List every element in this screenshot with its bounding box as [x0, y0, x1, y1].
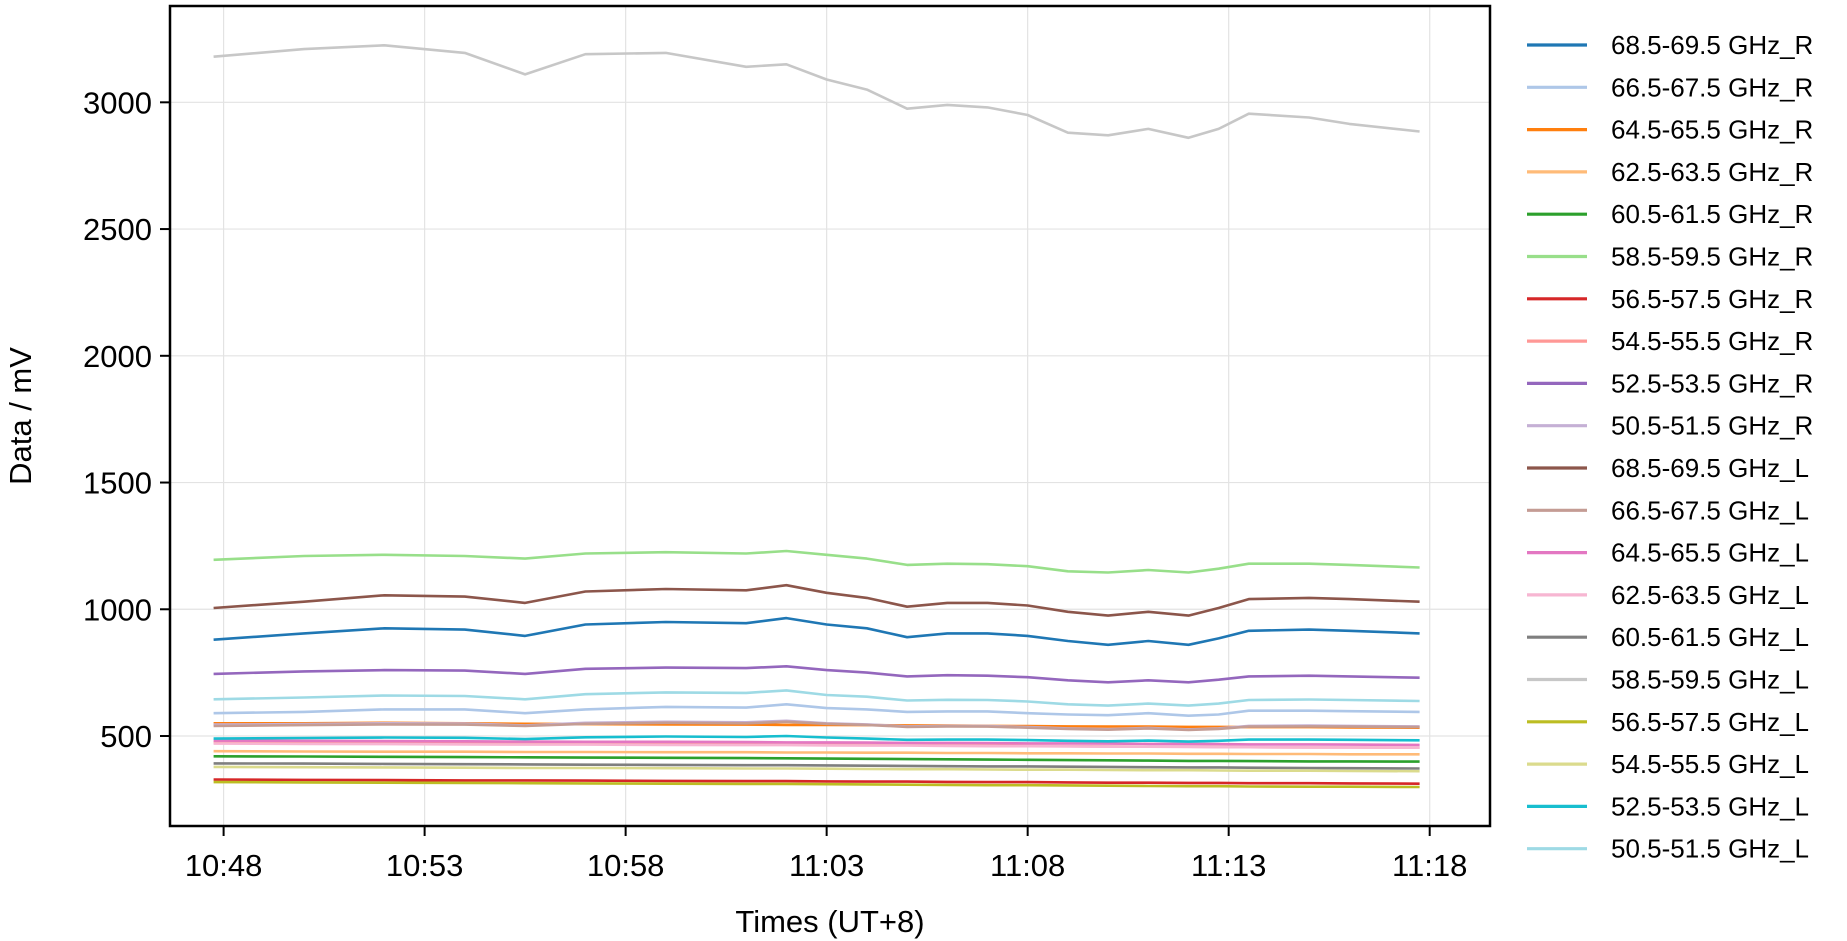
legend-label: 62.5-63.5 GHz_L	[1611, 580, 1809, 610]
legend: 68.5-69.5 GHz_R 66.5-67.5 GHz_R 64.5-65.5 …	[1527, 30, 1813, 864]
series-line	[213, 689, 1420, 707]
legend-label: 52.5-53.5 GHz_R	[1611, 368, 1813, 398]
series-line	[213, 664, 1420, 684]
x-tick-label: 10:53	[386, 848, 464, 883]
x-tick-label: 11:08	[990, 848, 1065, 883]
legend-label: 58.5-59.5 GHz_L	[1611, 665, 1809, 695]
series-line	[213, 734, 1420, 743]
legend-item: 68.5-69.5 GHz_L	[1527, 453, 1809, 483]
legend-label: 52.5-53.5 GHz_L	[1611, 791, 1809, 821]
series-lines	[213, 43, 1420, 789]
legend-label: 56.5-57.5 GHz_R	[1611, 284, 1813, 314]
legend-item: 60.5-61.5 GHz_L	[1527, 622, 1809, 652]
y-tick-label: 2500	[83, 212, 152, 247]
legend-item: 68.5-69.5 GHz_R	[1527, 30, 1813, 60]
legend-label: 58.5-59.5 GHz_R	[1611, 242, 1813, 272]
series-line	[213, 780, 1420, 789]
series-line	[213, 754, 1420, 763]
x-axis: 10:48 10:53 10:58 11:03 11:08 11:13 11:18	[185, 826, 1467, 883]
grid	[170, 6, 1490, 826]
y-tick-label: 3000	[83, 85, 152, 120]
legend-item: 66.5-67.5 GHz_R	[1527, 72, 1813, 102]
legend-item: 62.5-63.5 GHz_R	[1527, 157, 1813, 187]
legend-label: 62.5-63.5 GHz_R	[1611, 157, 1813, 187]
legend-label: 50.5-51.5 GHz_L	[1611, 834, 1809, 864]
y-tick-label: 500	[100, 719, 152, 754]
legend-item: 58.5-59.5 GHz_L	[1527, 665, 1809, 695]
legend-item: 64.5-65.5 GHz_R	[1527, 115, 1813, 145]
legend-label: 68.5-69.5 GHz_R	[1611, 30, 1813, 60]
legend-item: 66.5-67.5 GHz_L	[1527, 495, 1809, 525]
series-line	[213, 749, 1420, 756]
y-axis-label: Data / mV	[3, 347, 38, 485]
series-line	[213, 742, 1420, 750]
x-tick-label: 11:18	[1392, 848, 1467, 883]
legend-item: 56.5-57.5 GHz_L	[1527, 707, 1809, 737]
legend-label: 68.5-69.5 GHz_L	[1611, 453, 1809, 483]
legend-item: 56.5-57.5 GHz_R	[1527, 284, 1813, 314]
legend-item: 64.5-65.5 GHz_L	[1527, 538, 1809, 568]
legend-label: 60.5-61.5 GHz_L	[1611, 622, 1809, 652]
x-tick-label: 10:48	[185, 848, 263, 883]
x-tick-label: 10:58	[587, 848, 665, 883]
x-tick-label: 11:13	[1191, 848, 1266, 883]
legend-label: 66.5-67.5 GHz_L	[1611, 495, 1809, 525]
series-line	[213, 702, 1420, 718]
y-tick-label: 1500	[83, 466, 152, 501]
x-tick-label: 11:03	[789, 848, 864, 883]
legend-item: 62.5-63.5 GHz_L	[1527, 580, 1809, 610]
legend-item: 50.5-51.5 GHz_L	[1527, 834, 1809, 864]
series-line	[213, 549, 1420, 574]
series-line	[213, 739, 1420, 747]
legend-label: 60.5-61.5 GHz_R	[1611, 199, 1813, 229]
x-axis-label: Times (UT+8)	[735, 904, 924, 939]
series-line	[213, 720, 1420, 732]
legend-item: 60.5-61.5 GHz_R	[1527, 199, 1813, 229]
legend-label: 66.5-67.5 GHz_R	[1611, 72, 1813, 102]
y-tick-label: 2000	[83, 339, 152, 374]
series-line	[213, 583, 1420, 617]
legend-item: 50.5-51.5 GHz_R	[1527, 411, 1813, 441]
series-line	[213, 616, 1420, 647]
legend-item: 54.5-55.5 GHz_L	[1527, 749, 1809, 779]
series-line	[213, 778, 1420, 786]
legend-label: 54.5-55.5 GHz_R	[1611, 326, 1813, 356]
plot-area-frame	[168, 4, 1492, 828]
y-tick-label: 1000	[83, 592, 152, 627]
y-axis: 500 1000 1500 2000 2500 3000	[83, 85, 170, 754]
legend-item: 58.5-59.5 GHz_R	[1527, 242, 1813, 272]
legend-label: 50.5-51.5 GHz_R	[1611, 411, 1813, 441]
legend-item: 52.5-53.5 GHz_L	[1527, 791, 1809, 821]
legend-item: 52.5-53.5 GHz_R	[1527, 368, 1813, 398]
legend-label: 54.5-55.5 GHz_L	[1611, 749, 1809, 779]
legend-label: 56.5-57.5 GHz_L	[1611, 707, 1809, 737]
series-line	[213, 765, 1420, 773]
legend-item: 54.5-55.5 GHz_R	[1527, 326, 1813, 356]
series-line	[213, 43, 1420, 140]
legend-label: 64.5-65.5 GHz_R	[1611, 115, 1813, 145]
legend-label: 64.5-65.5 GHz_L	[1611, 538, 1809, 568]
series-line	[213, 762, 1420, 770]
